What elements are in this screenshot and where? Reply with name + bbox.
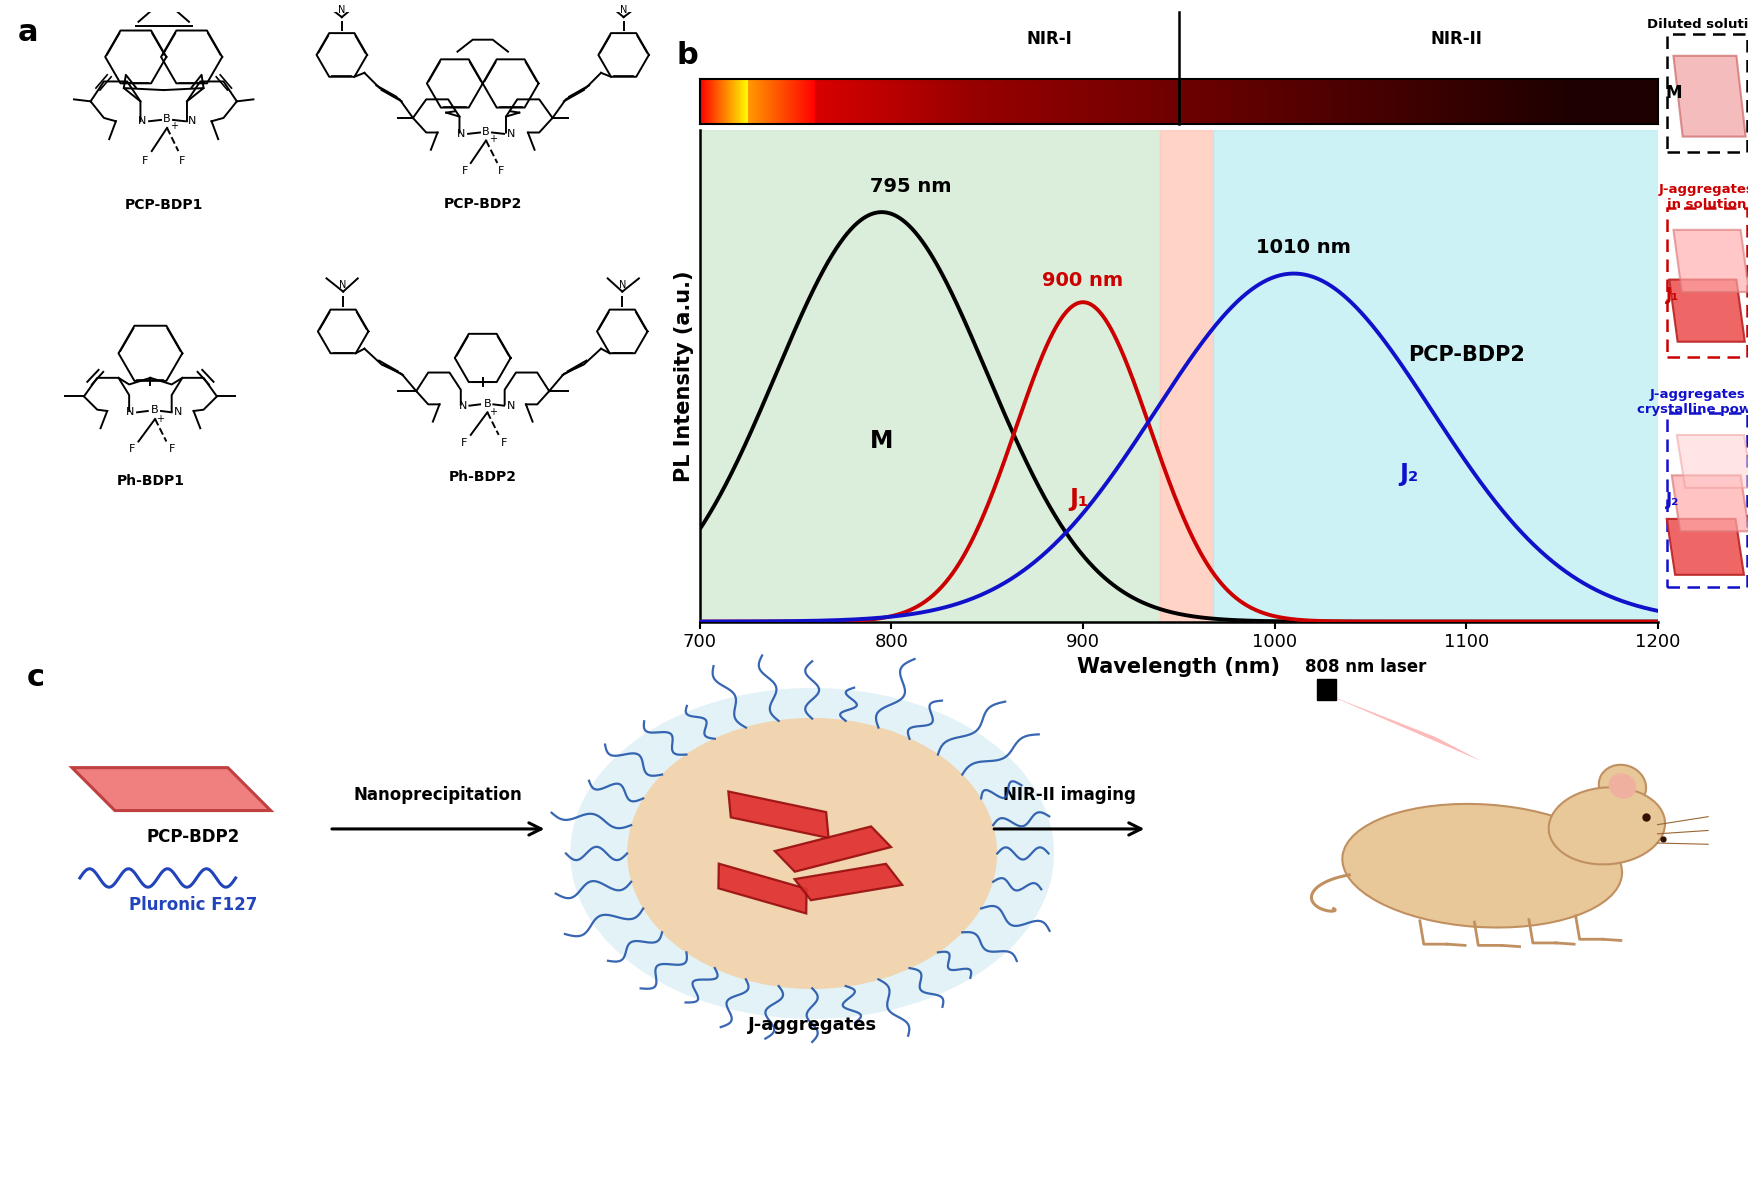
Text: PCP-BDP2: PCP-BDP2 — [147, 828, 239, 845]
Text: N: N — [458, 400, 467, 411]
Ellipse shape — [1341, 804, 1620, 927]
Text: 900 nm: 900 nm — [1042, 271, 1122, 290]
Text: N: N — [507, 129, 514, 139]
Polygon shape — [72, 767, 271, 811]
Text: N: N — [339, 281, 346, 290]
Text: J-aggregates
in solution: J-aggregates in solution — [1659, 184, 1748, 211]
Polygon shape — [1673, 56, 1745, 136]
Text: Nanoprecipitation: Nanoprecipitation — [353, 786, 523, 804]
Text: F: F — [129, 444, 135, 455]
Text: B̄: B̄ — [163, 114, 171, 124]
Text: J-aggregates: J-aggregates — [746, 1016, 876, 1034]
Ellipse shape — [1598, 765, 1645, 807]
Text: N: N — [619, 5, 628, 15]
Polygon shape — [727, 791, 829, 838]
Polygon shape — [718, 863, 806, 914]
Text: N: N — [619, 281, 626, 290]
X-axis label: Wavelength (nm): Wavelength (nm) — [1077, 657, 1280, 677]
Text: +: + — [488, 134, 496, 144]
Text: 1010 nm: 1010 nm — [1255, 238, 1349, 257]
Text: 795 nm: 795 nm — [869, 176, 951, 195]
Text: F: F — [142, 156, 149, 166]
Text: NIR-I: NIR-I — [1026, 30, 1072, 47]
Text: 808 nm laser: 808 nm laser — [1304, 658, 1425, 676]
Text: J₁: J₁ — [1664, 287, 1678, 304]
Polygon shape — [1673, 230, 1748, 292]
Text: +: + — [156, 414, 164, 424]
Text: +: + — [170, 121, 178, 131]
Text: F: F — [168, 444, 175, 455]
Text: NIR-II: NIR-II — [1430, 30, 1482, 47]
Text: a: a — [17, 19, 38, 47]
Polygon shape — [1316, 678, 1335, 700]
Ellipse shape — [628, 719, 996, 989]
Bar — [699, 130, 1159, 622]
Text: PCP-BDP1: PCP-BDP1 — [124, 199, 203, 212]
Bar — [1213, 130, 1657, 622]
Polygon shape — [1671, 475, 1748, 532]
Text: Diluted solution: Diluted solution — [1647, 19, 1748, 32]
Bar — [1159, 130, 1213, 622]
Text: N: N — [175, 407, 182, 417]
Text: F: F — [178, 156, 185, 166]
Bar — [1666, 413, 1746, 587]
Polygon shape — [794, 864, 902, 900]
Text: N: N — [138, 116, 147, 127]
Text: N: N — [187, 116, 196, 127]
Text: Ph-BDP1: Ph-BDP1 — [117, 475, 184, 488]
Y-axis label: PL Intensity (a.u.): PL Intensity (a.u.) — [673, 270, 694, 482]
Text: M: M — [869, 430, 893, 453]
Text: F: F — [498, 166, 503, 176]
Polygon shape — [774, 826, 890, 871]
Text: +: + — [488, 407, 496, 417]
Polygon shape — [1325, 694, 1481, 761]
Text: PCP-BDP2: PCP-BDP2 — [1407, 346, 1524, 366]
Ellipse shape — [1547, 787, 1664, 864]
Text: F: F — [500, 438, 507, 448]
Text: B̄: B̄ — [482, 127, 489, 137]
Text: F: F — [461, 438, 467, 448]
Polygon shape — [1676, 435, 1748, 488]
Text: B̄: B̄ — [482, 399, 491, 408]
Text: N: N — [456, 129, 465, 139]
Polygon shape — [1668, 279, 1745, 342]
Text: J₂: J₂ — [1398, 462, 1418, 487]
Text: c: c — [26, 663, 45, 693]
Bar — [1666, 34, 1746, 152]
Ellipse shape — [1608, 773, 1636, 799]
Text: Ph-BDP2: Ph-BDP2 — [449, 470, 516, 484]
Bar — [1666, 208, 1746, 358]
Text: Pluronic F127: Pluronic F127 — [129, 896, 257, 914]
Text: N: N — [337, 5, 346, 15]
Text: J-aggregates in
crystalline powder: J-aggregates in crystalline powder — [1636, 388, 1748, 417]
Text: N: N — [126, 407, 135, 417]
Text: N: N — [507, 400, 514, 411]
Polygon shape — [1666, 519, 1743, 574]
Text: J₁: J₁ — [1070, 487, 1089, 510]
Text: PCP-BDP2: PCP-BDP2 — [444, 197, 521, 211]
Text: NIR-II imaging: NIR-II imaging — [1002, 786, 1134, 804]
Text: B̄: B̄ — [150, 405, 159, 416]
Text: b: b — [676, 41, 697, 70]
Text: F: F — [461, 166, 468, 176]
Text: J₂: J₂ — [1664, 491, 1678, 509]
Text: M: M — [1664, 84, 1682, 102]
Ellipse shape — [570, 688, 1054, 1019]
